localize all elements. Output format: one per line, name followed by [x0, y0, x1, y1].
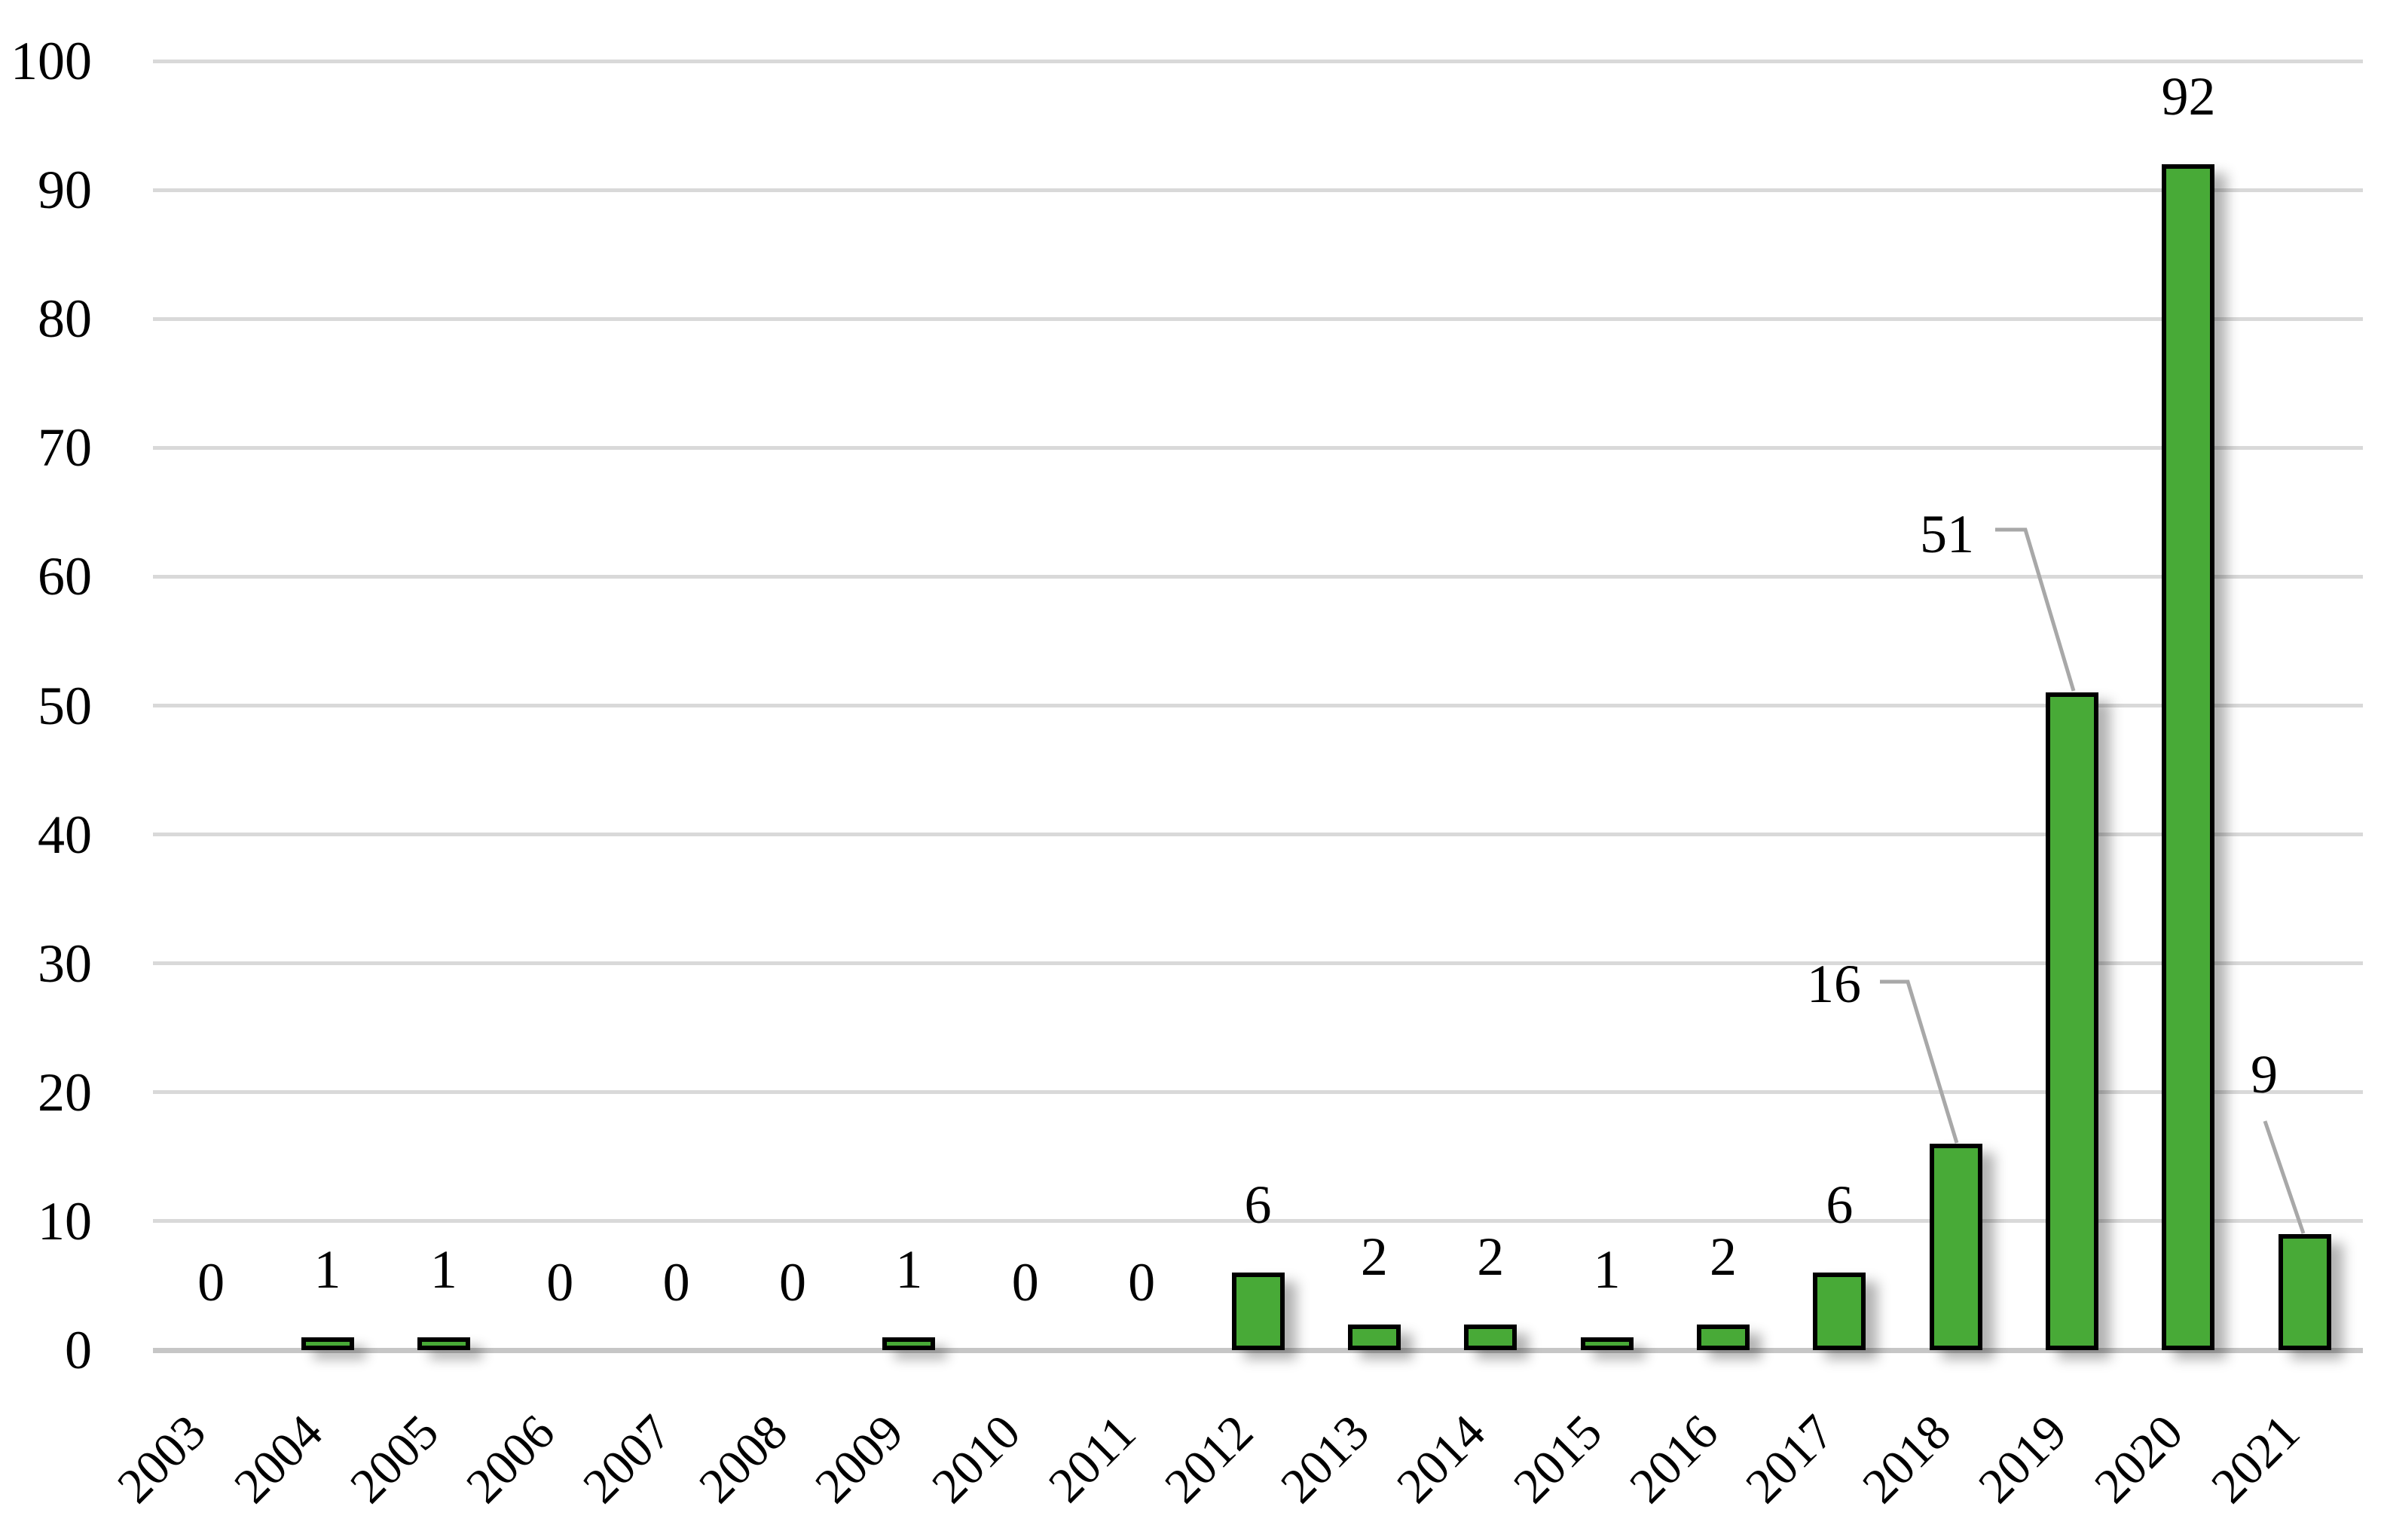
- data-label-2007: 0: [662, 1252, 690, 1312]
- y-axis-tick-label-60: 60: [38, 546, 92, 607]
- x-axis-line: [153, 1347, 2363, 1353]
- gridline-50: [153, 704, 2363, 707]
- x-axis-label-2004: 2004: [223, 1404, 333, 1514]
- x-axis-label-2007: 2007: [572, 1404, 682, 1514]
- x-axis-label-2020: 2020: [2084, 1404, 2194, 1514]
- x-axis-label-2013: 2013: [1270, 1404, 1380, 1514]
- y-axis-tick-label-90: 90: [38, 160, 92, 221]
- bar-2021: [2278, 1234, 2331, 1350]
- data-label-2011: 0: [1128, 1252, 1156, 1312]
- bar-2019: [2046, 692, 2099, 1350]
- x-axis-label-2003: 2003: [107, 1404, 217, 1514]
- data-label-2010: 0: [1011, 1252, 1039, 1312]
- data-label-2013: 2: [1360, 1226, 1388, 1287]
- gridline-40: [153, 833, 2363, 837]
- bar-2017: [1813, 1273, 1866, 1350]
- x-axis-label-2019: 2019: [1968, 1404, 2078, 1514]
- x-axis-label-2014: 2014: [1386, 1404, 1496, 1514]
- data-label-2015: 1: [1593, 1239, 1621, 1300]
- data-label-2005: 1: [429, 1239, 457, 1300]
- data-label-2004: 1: [313, 1239, 341, 1300]
- bar-2018: [1929, 1144, 1982, 1350]
- y-axis-tick-label-10: 10: [38, 1190, 92, 1251]
- x-axis-label-2018: 2018: [1851, 1404, 1961, 1514]
- gridline-30: [153, 961, 2363, 966]
- data-label-2021-callout: 9: [2251, 1044, 2278, 1105]
- bar-2020: [2162, 163, 2215, 1350]
- gridline-90: [153, 188, 2363, 192]
- bar-2009: [882, 1337, 936, 1350]
- x-axis-label-2011: 2011: [1038, 1405, 1147, 1514]
- x-axis-label-2009: 2009: [805, 1404, 915, 1514]
- gridline-60: [153, 574, 2363, 579]
- bar-2014: [1464, 1324, 1518, 1350]
- data-label-2006: 0: [546, 1252, 574, 1312]
- y-axis-tick-label-40: 40: [38, 804, 92, 865]
- y-axis-tick-label-70: 70: [38, 417, 92, 478]
- data-label-2019-callout: 51: [1920, 504, 1974, 564]
- data-label-2003: 0: [197, 1252, 225, 1312]
- x-axis-label-2012: 2012: [1154, 1404, 1264, 1514]
- gridline-20: [153, 1090, 2363, 1095]
- y-axis-tick-label-30: 30: [38, 933, 92, 994]
- data-label-2012: 6: [1244, 1175, 1272, 1236]
- x-axis-label-2017: 2017: [1735, 1404, 1845, 1514]
- x-axis-label-2008: 2008: [689, 1404, 799, 1514]
- x-axis-label-2010: 2010: [921, 1404, 1031, 1514]
- bar-2013: [1347, 1324, 1401, 1350]
- y-axis-tick-label-50: 50: [38, 675, 92, 736]
- y-axis-tick-label-0: 0: [65, 1320, 92, 1380]
- data-label-2009: 1: [895, 1239, 923, 1300]
- bar-2012: [1231, 1273, 1285, 1350]
- gridline-10: [153, 1219, 2363, 1224]
- x-axis-label-2006: 2006: [456, 1404, 566, 1514]
- bar-2004: [301, 1337, 354, 1350]
- y-axis-tick-label-20: 20: [38, 1062, 92, 1123]
- bar-2015: [1580, 1337, 1634, 1350]
- bar-2005: [417, 1337, 470, 1350]
- gridline-70: [153, 445, 2363, 450]
- data-label-2008: 0: [779, 1252, 807, 1312]
- x-axis-label-2015: 2015: [1502, 1404, 1612, 1514]
- data-label-2017: 6: [1826, 1175, 1854, 1236]
- bar-2016: [1696, 1324, 1750, 1350]
- y-axis-tick-label-100: 100: [11, 31, 92, 91]
- data-label-2016: 2: [1709, 1226, 1737, 1287]
- gridline-80: [153, 316, 2363, 321]
- y-axis-tick-label-80: 80: [38, 289, 92, 350]
- x-axis-label-2005: 2005: [340, 1404, 450, 1514]
- x-axis-label-2021: 2021: [2200, 1404, 2310, 1514]
- data-label-2014: 2: [1477, 1226, 1505, 1287]
- x-axis-label-2016: 2016: [1619, 1404, 1729, 1514]
- data-label-2020: 92: [2161, 66, 2216, 127]
- gridline-100: [153, 59, 2363, 63]
- data-label-2018-callout: 16: [1807, 954, 1861, 1014]
